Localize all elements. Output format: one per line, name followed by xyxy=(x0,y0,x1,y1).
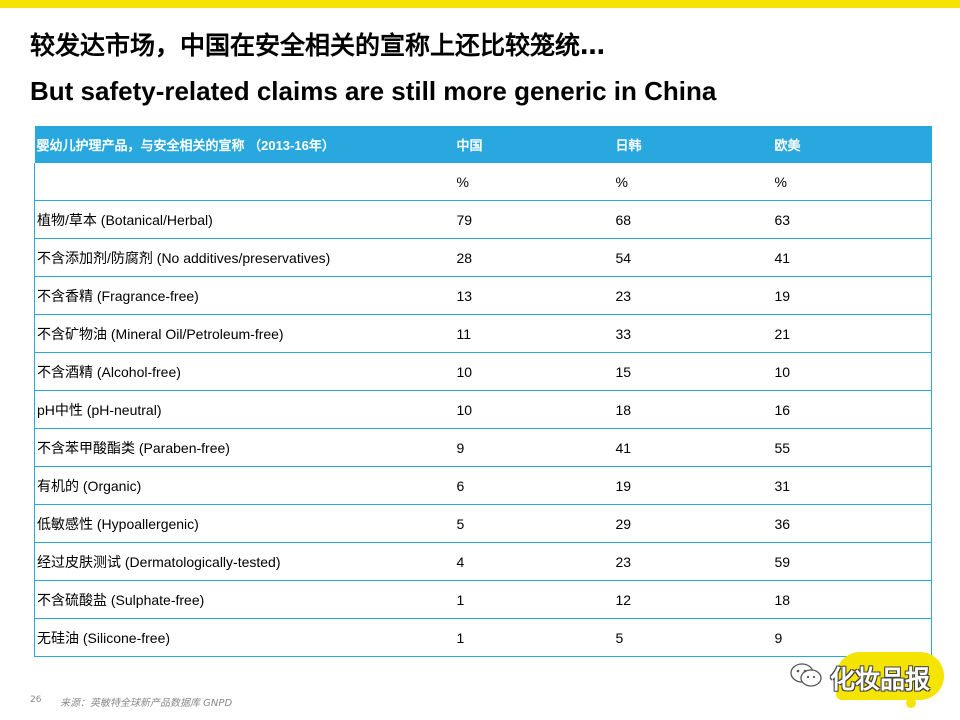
table-cell: % xyxy=(766,163,932,201)
table-cell: 28 xyxy=(448,238,608,277)
table-cell: 植物/草本 (Botanical/Herbal) xyxy=(34,200,449,239)
table-row: 不含添加剂/防腐剂 (No additives/preservatives) 28… xyxy=(34,238,932,277)
safety-claims-table: 婴幼儿护理产品，与安全相关的宣称 （2013-16年） 中国 日韩 欧美 % %… xyxy=(34,126,932,657)
table-row: 不含矿物油 (Mineral Oil/Petroleum-free) 11 33 21 xyxy=(34,314,932,353)
table-cell: 19 xyxy=(766,276,932,315)
table-cell: 18 xyxy=(607,390,767,429)
table-cell: 不含硫酸盐 (Sulphate-free) xyxy=(34,580,449,619)
table-cell: 12 xyxy=(607,580,767,619)
table-cell: 29 xyxy=(607,504,767,543)
watermark-bubble xyxy=(836,652,944,700)
table-cell: 54 xyxy=(607,238,767,277)
top-accent-bar xyxy=(0,0,960,8)
table-row: 不含苯甲酸酯类 (Paraben-free) 9 41 55 xyxy=(34,428,932,467)
table-cell: 4 xyxy=(448,542,608,581)
table-cell: pH中性 (pH-neutral) xyxy=(34,390,449,429)
table-cell: 无硅油 (Silicone-free) xyxy=(34,618,449,657)
table-row: pH中性 (pH-neutral) 10 18 16 xyxy=(34,390,932,429)
table-cell: 低敏感性 (Hypoallergenic) xyxy=(34,504,449,543)
page-title-cn: 较发达市场，中国在安全相关的宣称上还比较笼统… xyxy=(30,31,606,60)
table-cell: 5 xyxy=(607,618,767,657)
source-note: 来源：英敏特全球新产品数据库 GNPD xyxy=(60,698,233,709)
watermark-bubble-tail xyxy=(906,698,916,708)
table-row: 有机的 (Organic) 6 19 31 xyxy=(34,466,932,505)
table-row: 低敏感性 (Hypoallergenic) 5 29 36 xyxy=(34,504,932,543)
table-cell: 41 xyxy=(766,238,932,277)
header-japan-korea: 日韩 xyxy=(607,126,767,163)
table-row: 植物/草本 (Botanical/Herbal) 79 68 63 xyxy=(34,200,932,239)
table-cell: 79 xyxy=(448,200,608,239)
table-cell: 9 xyxy=(766,618,932,657)
header-claim: 婴幼儿护理产品，与安全相关的宣称 （2013-16年） xyxy=(34,126,449,163)
table-cell: 18 xyxy=(766,580,932,619)
table-cell: 不含香精 (Fragrance-free) xyxy=(34,276,449,315)
table-cell: 5 xyxy=(448,504,608,543)
table-cell: 31 xyxy=(766,466,932,505)
table-cell: 23 xyxy=(607,542,767,581)
table-cell: 16 xyxy=(766,390,932,429)
table-cell: 6 xyxy=(448,466,608,505)
table-unit-row: % % % xyxy=(34,163,932,201)
table-row: 不含酒精 (Alcohol-free) 10 15 10 xyxy=(34,352,932,391)
header-europe-america: 欧美 xyxy=(766,126,932,163)
table-cell: % xyxy=(448,163,608,201)
table-cell: 10 xyxy=(448,390,608,429)
table-cell: 68 xyxy=(607,200,767,239)
table-cell: 1 xyxy=(448,618,608,657)
table-cell: 有机的 (Organic) xyxy=(34,466,449,505)
table-cell: 41 xyxy=(607,428,767,467)
table-cell: 23 xyxy=(607,276,767,315)
watermark-text: 化妆品报 xyxy=(830,665,931,694)
table-row: 不含香精 (Fragrance-free) 13 23 19 xyxy=(34,276,932,315)
table-cell: 33 xyxy=(607,314,767,353)
wechat-icon xyxy=(790,663,822,687)
table-cell: 11 xyxy=(448,314,608,353)
table-cell: 21 xyxy=(766,314,932,353)
table-cell: 15 xyxy=(607,352,767,391)
table-cell xyxy=(34,163,449,201)
table-cell: 10 xyxy=(766,352,932,391)
table-row: 经过皮肤测试 (Dermatologically-tested) 4 23 59 xyxy=(34,542,932,581)
table-cell: 55 xyxy=(766,428,932,467)
table-header-row: 婴幼儿护理产品，与安全相关的宣称 （2013-16年） 中国 日韩 欧美 xyxy=(34,126,932,163)
table-cell: 63 xyxy=(766,200,932,239)
table-cell: 经过皮肤测试 (Dermatologically-tested) xyxy=(34,542,449,581)
table-row: 不含硫酸盐 (Sulphate-free) 1 12 18 xyxy=(34,580,932,619)
table-cell: 1 xyxy=(448,580,608,619)
table-cell: 19 xyxy=(607,466,767,505)
table-cell: % xyxy=(607,163,767,201)
table-cell: 13 xyxy=(448,276,608,315)
table-cell: 9 xyxy=(448,428,608,467)
table-cell: 不含添加剂/防腐剂 (No additives/preservatives) xyxy=(34,238,449,277)
table-cell: 59 xyxy=(766,542,932,581)
table-cell: 不含苯甲酸酯类 (Paraben-free) xyxy=(34,428,449,467)
table-cell: 不含酒精 (Alcohol-free) xyxy=(34,352,449,391)
table-cell: 10 xyxy=(448,352,608,391)
table-cell: 36 xyxy=(766,504,932,543)
table-cell: 不含矿物油 (Mineral Oil/Petroleum-free) xyxy=(34,314,449,353)
page-title-en: But safety-related claims are still more… xyxy=(30,76,717,106)
header-china: 中国 xyxy=(448,126,608,163)
page-number: 26 xyxy=(30,695,42,705)
table-row: 无硅油 (Silicone-free) 1 5 9 xyxy=(34,618,932,657)
